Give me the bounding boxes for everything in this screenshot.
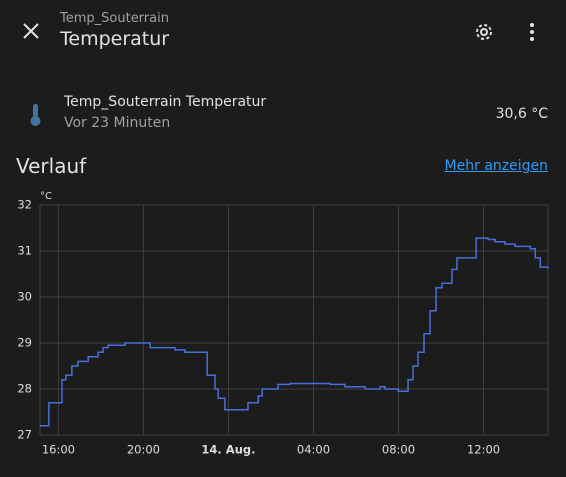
thermometer-icon <box>30 104 41 126</box>
x-tick-label: 20:00 <box>127 443 160 457</box>
y-axis-label: °C <box>40 191 52 202</box>
close-icon[interactable] <box>21 21 41 41</box>
y-tick-label: 31 <box>17 244 32 258</box>
last-updated: Vor 23 Minuten <box>64 115 171 131</box>
y-tick-label: 27 <box>17 428 32 442</box>
x-tick-label: 12:00 <box>467 443 500 457</box>
y-tick-label: 29 <box>17 336 32 350</box>
dialog-title: Temperatur <box>60 28 170 50</box>
x-tick-label: 14. Aug. <box>201 443 255 457</box>
x-tick-label: 16:00 <box>42 443 75 457</box>
entity-name: Temp_Souterrain Temperatur <box>64 94 267 110</box>
section-title: Verlauf <box>16 154 87 178</box>
y-tick-label: 32 <box>17 198 32 212</box>
dialog-subtitle: Temp_Souterrain <box>60 11 169 26</box>
plot-border <box>39 204 549 436</box>
more-link[interactable]: Mehr anzeigen <box>444 158 548 174</box>
x-tick-label: 08:00 <box>382 443 415 457</box>
menu-icon[interactable] <box>522 21 542 43</box>
y-tick-label: 28 <box>17 382 32 396</box>
x-tick-label: 04:00 <box>297 443 330 457</box>
settings-icon[interactable] <box>473 21 495 43</box>
line-series <box>40 237 549 427</box>
y-tick-label: 30 <box>17 290 32 304</box>
entity-state: 30,6 °C <box>495 106 548 122</box>
